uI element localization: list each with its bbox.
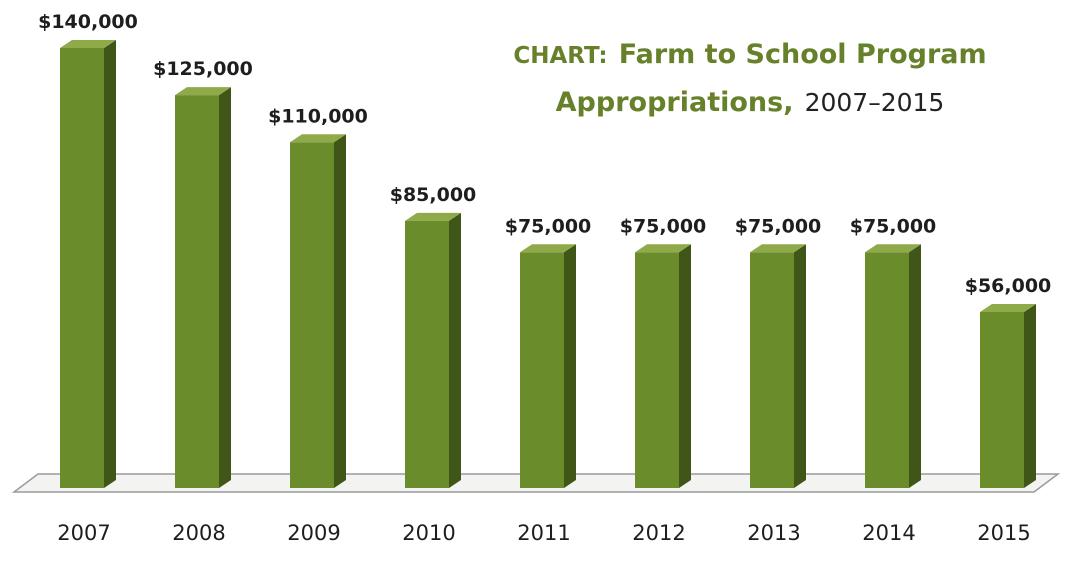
bar-2012 xyxy=(635,244,691,488)
bar-top-2015 xyxy=(980,304,1036,312)
bar-front-2009 xyxy=(290,142,334,489)
bar-2010 xyxy=(405,212,461,488)
value-label-2010: $85,000 xyxy=(390,184,477,206)
bar-front-2013 xyxy=(750,252,794,488)
bar-top-2014 xyxy=(865,244,921,253)
chart-title: CHART: Farm to School Program Appropriat… xyxy=(470,30,1030,125)
x-tick-label-2009: 2009 xyxy=(287,521,340,545)
x-tick-label-2013: 2013 xyxy=(747,521,800,545)
bar-top-2011 xyxy=(520,244,576,253)
bar-front-2011 xyxy=(520,252,564,488)
chart-title-line1: Farm to School Program xyxy=(618,39,987,70)
bar-top-2010 xyxy=(405,212,461,221)
bar-side-2015 xyxy=(1024,304,1036,488)
value-label-2009: $110,000 xyxy=(268,105,368,127)
bar-top-2009 xyxy=(290,134,346,143)
bar-top-2008 xyxy=(175,87,231,96)
bar-top-2013 xyxy=(750,244,806,253)
bar-2014 xyxy=(865,244,921,488)
bar-front-2008 xyxy=(175,95,219,489)
value-labels-layer: $140,000 $125,000 $110,000 $85,000 $75,000 $7… xyxy=(38,11,1051,297)
bar-side-2011 xyxy=(564,244,576,488)
value-label-2011: $75,000 xyxy=(505,215,592,237)
bar-top-2007 xyxy=(60,40,116,48)
bar-front-2014 xyxy=(865,252,909,488)
value-label-2012: $75,000 xyxy=(620,215,707,237)
x-tick-label-2015: 2015 xyxy=(977,521,1030,545)
value-label-2008: $125,000 xyxy=(153,58,253,80)
x-tick-label-2014: 2014 xyxy=(862,521,915,545)
x-tick-label-2012: 2012 xyxy=(632,521,685,545)
bar-side-2009 xyxy=(334,134,346,489)
bar-2009 xyxy=(290,134,346,489)
bar-side-2007 xyxy=(104,40,116,488)
x-axis-tick-labels: 2007 2008 2009 2010 2011 2012 2013 2014 2015 xyxy=(57,521,1030,545)
bars-layer xyxy=(60,40,1036,489)
x-tick-label-2011: 2011 xyxy=(517,521,570,545)
bar-front-2010 xyxy=(405,220,449,488)
bar-side-2014 xyxy=(909,244,921,488)
value-label-2013: $75,000 xyxy=(735,215,822,237)
value-label-2015: $56,000 xyxy=(965,275,1052,297)
value-label-2007: $140,000 xyxy=(38,11,138,33)
bar-side-2012 xyxy=(679,244,691,488)
bar-front-2015 xyxy=(980,312,1024,488)
bar-front-2012 xyxy=(635,252,679,488)
chart-title-prefix: CHART: xyxy=(513,43,608,69)
chart-title-line2: Appropriations, xyxy=(555,87,794,118)
bar-2008 xyxy=(175,87,231,489)
bar-2007 xyxy=(60,40,116,488)
bar-side-2010 xyxy=(449,212,461,488)
bar-2013 xyxy=(750,244,806,488)
chart-title-range: 2007–2015 xyxy=(804,88,945,117)
bar-2015 xyxy=(980,304,1036,488)
value-label-2014: $75,000 xyxy=(850,215,937,237)
bar-side-2013 xyxy=(794,244,806,488)
x-tick-label-2010: 2010 xyxy=(402,521,455,545)
x-tick-label-2008: 2008 xyxy=(172,521,225,545)
bar-top-2012 xyxy=(635,244,691,253)
bar-front-2007 xyxy=(60,48,104,488)
bar-2011 xyxy=(520,244,576,488)
x-tick-label-2007: 2007 xyxy=(57,521,110,545)
bar-side-2008 xyxy=(219,87,231,489)
